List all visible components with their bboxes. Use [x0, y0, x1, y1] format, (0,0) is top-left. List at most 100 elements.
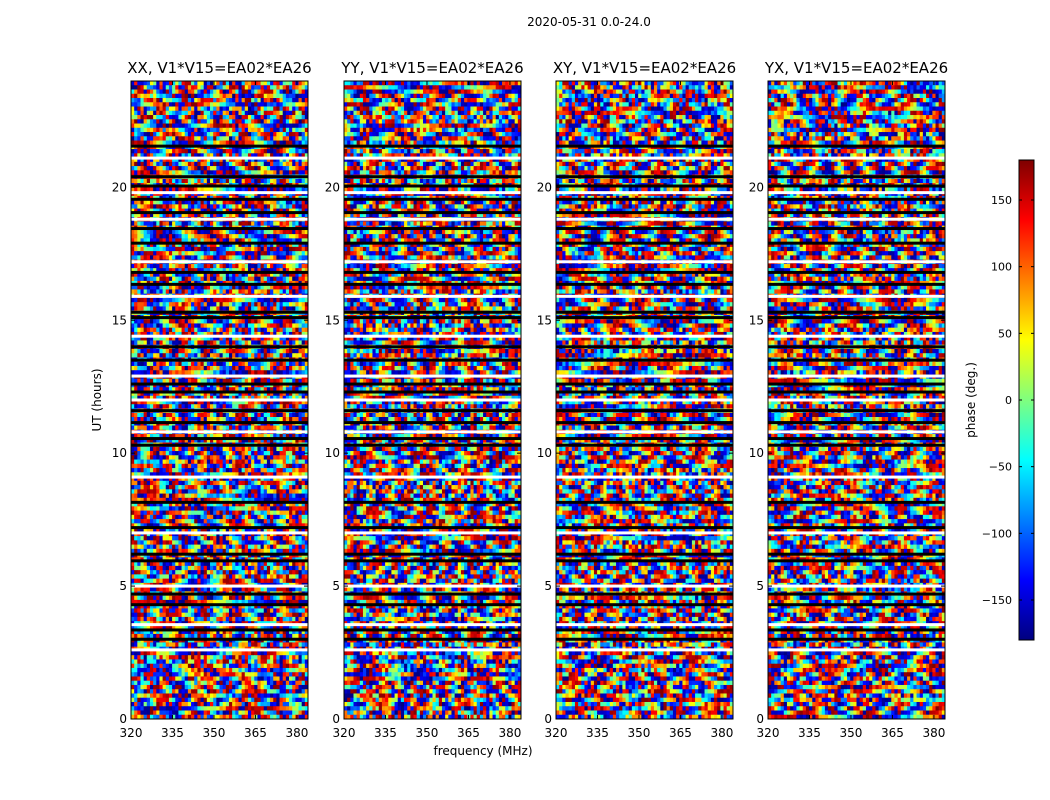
- x-tick-label: 335: [798, 726, 821, 740]
- flagged-band: [556, 475, 733, 479]
- x-tick-label: 335: [374, 726, 397, 740]
- flagged-band: [344, 592, 521, 596]
- flagged-band: [768, 398, 945, 402]
- flagged-band: [556, 382, 733, 386]
- flagged-band: [344, 430, 521, 434]
- y-tick-label: 10: [749, 446, 764, 460]
- x-tick-label: 320: [545, 726, 568, 740]
- flagged-band: [131, 334, 308, 338]
- colorbar-tick-label: 0: [1005, 394, 1012, 407]
- flagged-band: [131, 217, 308, 221]
- flagged-band: [344, 197, 521, 201]
- flagged-band: [556, 526, 733, 530]
- flagged-band: [556, 623, 733, 627]
- flagged-band: [344, 184, 521, 188]
- colorbar-tick-label: 50: [998, 327, 1012, 340]
- flagged-band: [768, 358, 945, 362]
- y-tick-label: 20: [325, 180, 340, 194]
- flagged-band: [556, 211, 733, 215]
- flagged-band: [556, 156, 733, 160]
- x-tick-label: 335: [161, 726, 184, 740]
- flagged-band: [768, 156, 945, 160]
- flagged-band: [768, 552, 945, 556]
- flagged-band: [344, 409, 521, 413]
- flagged-band: [344, 637, 521, 641]
- x-tick-label: 380: [922, 726, 945, 740]
- flagged-band: [131, 552, 308, 556]
- flagged-band: [344, 156, 521, 160]
- flagged-band: [556, 531, 733, 535]
- flagged-band: [556, 409, 733, 413]
- flagged-band: [768, 144, 945, 148]
- flagged-band: [556, 345, 733, 349]
- flagged-band: [131, 398, 308, 402]
- flagged-band: [768, 559, 945, 563]
- flagged-band: [556, 421, 733, 425]
- flagged-band: [768, 310, 945, 314]
- flagged-band: [131, 475, 308, 479]
- flagged-band: [131, 559, 308, 563]
- flagged-band: [556, 398, 733, 402]
- flagged-band: [556, 592, 733, 596]
- y-tick-label: 20: [112, 180, 127, 194]
- flagged-band: [131, 191, 308, 195]
- flagged-band: [131, 260, 308, 264]
- flagged-band: [344, 421, 521, 425]
- x-tick-label: 365: [244, 726, 267, 740]
- x-tick-label: 380: [498, 726, 521, 740]
- flagged-band: [131, 345, 308, 349]
- flagged-band: [768, 374, 945, 378]
- x-tick-label: 350: [628, 726, 651, 740]
- flagged-band: [131, 623, 308, 627]
- flagged-band: [344, 437, 521, 441]
- flagged-band: [131, 437, 308, 441]
- flagged-band: [768, 270, 945, 274]
- flagged-band: [768, 390, 945, 394]
- flagged-band: [556, 282, 733, 286]
- flagged-band: [344, 623, 521, 627]
- flagged-band: [131, 430, 308, 434]
- flagged-band: [768, 648, 945, 652]
- flagged-band: [344, 144, 521, 148]
- flagged-band: [556, 443, 733, 447]
- x-tick-label: 350: [416, 726, 439, 740]
- x-tick-label: 335: [586, 726, 609, 740]
- colorbar-tick-label: 150: [991, 194, 1012, 207]
- flagged-band: [556, 374, 733, 378]
- flagged-band: [556, 437, 733, 441]
- flagged-band: [768, 421, 945, 425]
- flagged-band: [768, 316, 945, 320]
- flagged-band: [131, 443, 308, 447]
- flagged-band: [768, 382, 945, 386]
- flagged-band: [131, 316, 308, 320]
- flagged-band: [556, 552, 733, 556]
- flagged-band: [768, 603, 945, 607]
- flagged-band: [556, 310, 733, 314]
- panel: XY, V1*V15=EA02*EA26 320 335 350 365 380 0 5 10 1…: [537, 59, 736, 740]
- colorbar-tick-label: −100: [982, 527, 1012, 540]
- flagged-band: [768, 526, 945, 530]
- flagged-band: [344, 175, 521, 179]
- flagged-band: [344, 358, 521, 362]
- flagged-band: [344, 227, 521, 231]
- panel: YX, V1*V15=EA02*EA26 320 335 350 365 380 0 5 10 1…: [749, 59, 948, 740]
- flagged-band: [344, 260, 521, 264]
- flagged-band: [768, 637, 945, 641]
- flagged-band: [556, 227, 733, 231]
- flagged-band: [556, 241, 733, 245]
- flagged-band: [768, 531, 945, 535]
- flagged-band: [768, 191, 945, 195]
- flagged-band: [556, 184, 733, 188]
- flagged-band: [344, 316, 521, 320]
- flagged-band: [344, 628, 521, 632]
- flagged-band: [556, 270, 733, 274]
- flagged-band: [344, 282, 521, 286]
- y-tick-label: 10: [537, 446, 552, 460]
- y-tick-label: 20: [537, 180, 552, 194]
- panel-title: YY, V1*V15=EA02*EA26: [340, 59, 523, 77]
- flagged-band: [344, 382, 521, 386]
- flagged-band: [344, 241, 521, 245]
- flagged-band: [131, 144, 308, 148]
- flagged-band: [768, 443, 945, 447]
